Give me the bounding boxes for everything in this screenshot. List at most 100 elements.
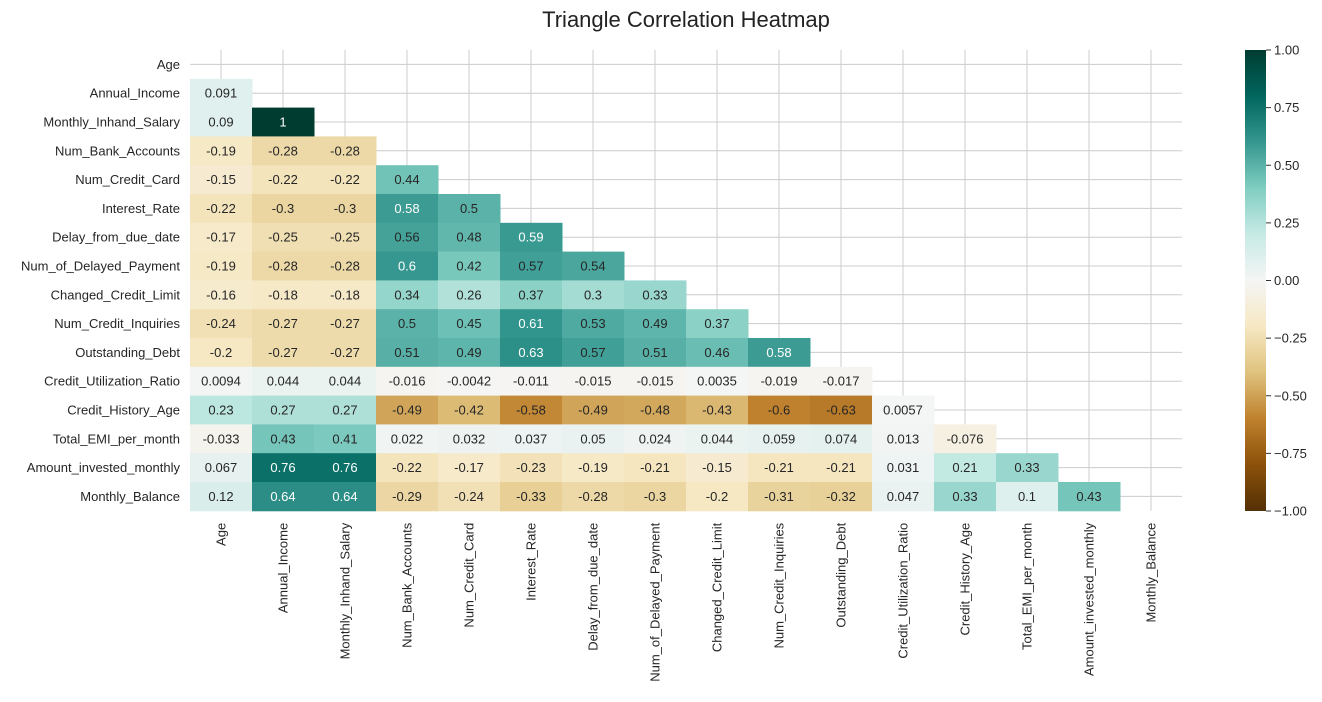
heatmap-cell-rect (562, 309, 625, 339)
heatmap-cell-rect (314, 482, 377, 512)
heatmap-cell-rect (624, 453, 687, 483)
cell-value-label: 0.57 (580, 345, 605, 360)
heatmap-cell-rect (500, 482, 563, 512)
heatmap-cell: -0.27 (252, 338, 315, 368)
heatmap-cell-rect (252, 136, 315, 166)
heatmap-cell: 0.037 (500, 424, 563, 454)
heatmap-cell-rect (934, 453, 997, 483)
heatmap-cell: -0.19 (190, 251, 253, 281)
heatmap-cell: 0.0035 (686, 366, 749, 397)
cell-value-label: 0.024 (639, 431, 672, 446)
cell-value-label: 0.022 (391, 431, 424, 446)
cell-value-label: -0.22 (392, 460, 422, 475)
heatmap-cell: -0.28 (252, 251, 315, 281)
x-tick-label: Age (214, 523, 229, 546)
heatmap-cell: 0.032 (438, 424, 501, 454)
heatmap-cell-rect (376, 280, 439, 310)
heatmap-cell-rect (376, 482, 439, 512)
cell-value-label: 0.34 (394, 287, 419, 302)
cell-value-label: -0.22 (330, 172, 360, 187)
heatmap-cell-rect (686, 482, 749, 512)
cell-value-label: -0.28 (578, 489, 608, 504)
heatmap-cell-rect (500, 338, 563, 368)
y-tick-label: Credit_History_Age (67, 403, 180, 418)
heatmap-cell: -0.24 (438, 482, 501, 512)
colorbar-tick-label: 1.00 (1274, 43, 1299, 58)
heatmap-cell-rect (252, 366, 315, 397)
heatmap-cell: -0.076 (934, 424, 997, 454)
heatmap-cell-rect (500, 453, 563, 483)
cell-value-label: -0.28 (330, 143, 360, 158)
cell-value-label: 0.23 (208, 403, 233, 418)
heatmap-cell: -0.019 (748, 366, 811, 397)
x-tick-label: Credit_Utilization_Ratio (896, 523, 911, 659)
heatmap-cell: 0.3 (562, 280, 625, 310)
heatmap-cell-rect (748, 366, 811, 397)
heatmap-cell-rect (1058, 482, 1121, 512)
cell-value-label: 0.27 (332, 403, 357, 418)
colorbar-tick-label: −0.25 (1274, 331, 1307, 346)
x-tick-label: Num_Credit_Inquiries (772, 522, 787, 648)
cell-value-label: 0.091 (205, 86, 238, 101)
heatmap-cell-rect (438, 194, 501, 224)
cell-value-label: 0.54 (580, 259, 605, 274)
cell-value-label: -0.18 (330, 287, 360, 302)
cell-value-label: -0.2 (706, 489, 728, 504)
heatmap-cell-rect (252, 194, 315, 224)
heatmap-cell: 0.27 (314, 395, 377, 425)
heatmap-cell: 0.51 (624, 338, 687, 368)
heatmap-cell-rect (624, 338, 687, 368)
heatmap-cell-rect (314, 280, 377, 310)
cell-value-label: -0.28 (330, 259, 360, 274)
heatmap-cell: 0.044 (314, 366, 377, 397)
cell-value-label: -0.17 (206, 230, 236, 245)
cell-value-label: 0.44 (394, 172, 419, 187)
heatmap-cell: -0.18 (252, 280, 315, 310)
cell-value-label: 0.46 (704, 345, 729, 360)
cell-value-label: 0.37 (704, 316, 729, 331)
cell-value-label: -0.3 (334, 201, 356, 216)
cell-value-label: 0.64 (332, 489, 357, 504)
cell-value-label: -0.58 (516, 403, 546, 418)
colorbar-tick-label: 0.50 (1274, 158, 1299, 173)
x-tick-label: Interest_Rate (524, 523, 539, 601)
heatmap-cell: 0.58 (748, 338, 811, 368)
heatmap-cell: 0.48 (438, 222, 501, 253)
heatmap-cell: 0.26 (438, 280, 501, 310)
heatmap-cell-rect (314, 194, 377, 224)
heatmap-cell: -0.31 (748, 482, 811, 512)
heatmap-cell-rect (252, 107, 315, 137)
cell-value-label: 0.58 (766, 345, 791, 360)
cell-value-label: 0.63 (518, 345, 543, 360)
cell-value-label: 0.05 (580, 431, 605, 446)
heatmap-cell: 0.031 (872, 453, 935, 483)
heatmap-cell: 0.044 (686, 424, 749, 454)
heatmap-cell: 0.067 (190, 453, 253, 483)
heatmap-cell-rect (810, 366, 873, 397)
heatmap-cell: -0.28 (252, 136, 315, 166)
heatmap-cell-rect (376, 165, 439, 195)
x-tick-label: Annual_Income (276, 523, 291, 613)
cell-value-label: 0.044 (267, 374, 300, 389)
heatmap-cell-rect (686, 395, 749, 425)
heatmap-cell: 0.57 (500, 251, 563, 281)
y-tick-label: Delay_from_due_date (52, 230, 180, 245)
y-tick-label: Changed_Credit_Limit (51, 287, 181, 302)
heatmap-cell: 0.64 (252, 482, 315, 512)
cell-value-label: -0.24 (454, 489, 484, 504)
heatmap-cell: 0.05 (562, 424, 625, 454)
cell-value-label: 0.76 (332, 460, 357, 475)
cell-value-label: -0.32 (826, 489, 856, 504)
heatmap-cell-rect (190, 251, 253, 281)
heatmap-cell: 0.013 (872, 424, 935, 454)
cell-value-label: -0.15 (702, 460, 732, 475)
heatmap-cell: 0.46 (686, 338, 749, 368)
heatmap-cell: -0.22 (376, 453, 439, 483)
heatmap-cell-rect (252, 251, 315, 281)
heatmap-cell: 0.059 (748, 424, 811, 454)
heatmap-cell-rect (748, 338, 811, 368)
cell-value-label: -0.27 (330, 345, 360, 360)
heatmap-cell: 0.074 (810, 424, 873, 454)
cell-value-label: 0.49 (456, 345, 481, 360)
heatmap-cell: 0.63 (500, 338, 563, 368)
